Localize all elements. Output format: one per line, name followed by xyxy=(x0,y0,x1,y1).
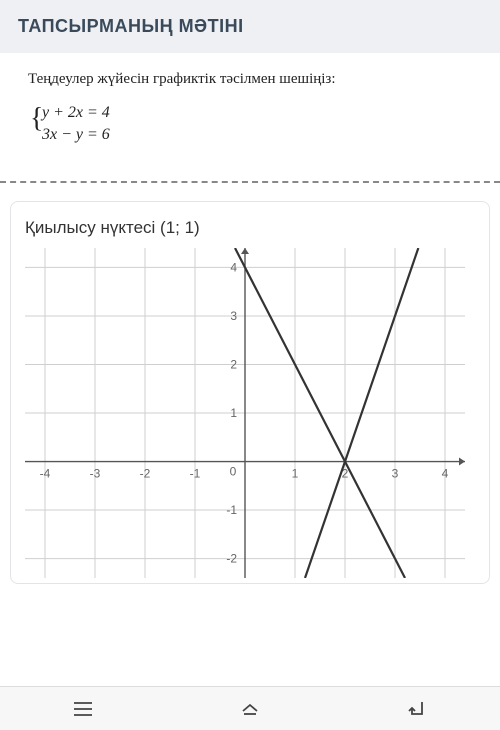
problem-block: Теңдеулер жүйесін графиктік тәсілмен шеш… xyxy=(0,53,500,155)
answer-card: Қиылысу нүктесі (1; 1) -4 -3 -2 -1 0 1 2 3 4 -2 -1… xyxy=(10,201,490,584)
svg-text:1: 1 xyxy=(230,406,237,420)
page-title: ТАПСЫРМАНЫҢ МӘТІНІ xyxy=(18,16,482,37)
svg-text:3: 3 xyxy=(230,309,237,323)
chart-container: -4-3-2-101234-2-11234 xyxy=(25,248,475,583)
svg-text:-3: -3 xyxy=(90,467,101,481)
intersection-label: Қиылысу нүктесі (1; 1) xyxy=(25,218,475,238)
header: ТАПСЫРМАНЫҢ МӘТІНІ xyxy=(0,0,500,53)
svg-text:-1: -1 xyxy=(190,467,201,481)
problem-instruction: Теңдеулер жүйесін графиктік тәсілмен шеш… xyxy=(28,71,472,88)
svg-text:-2: -2 xyxy=(140,467,151,481)
svg-text:0: 0 xyxy=(230,465,237,479)
svg-text:1: 1 xyxy=(292,467,299,481)
android-navbar xyxy=(0,686,500,730)
recent-apps-icon[interactable] xyxy=(71,697,95,721)
svg-text:2: 2 xyxy=(230,358,237,372)
divider xyxy=(0,181,500,183)
svg-text:4: 4 xyxy=(230,261,237,275)
svg-text:-2: -2 xyxy=(226,552,237,566)
svg-text:4: 4 xyxy=(442,467,449,481)
back-icon[interactable] xyxy=(405,697,429,721)
equation-system: { y + 2x = 4 3x − y = 6 xyxy=(28,102,472,145)
coordinate-chart: -4-3-2-101234-2-11234 xyxy=(25,248,465,578)
home-icon[interactable] xyxy=(238,697,262,721)
svg-text:3: 3 xyxy=(392,467,399,481)
equation-1: y + 2x = 4 xyxy=(42,102,472,124)
equation-2: 3x − y = 6 xyxy=(42,124,472,146)
svg-text:-1: -1 xyxy=(226,503,237,517)
brace-icon: { xyxy=(30,100,43,138)
svg-text:-4: -4 xyxy=(40,467,51,481)
